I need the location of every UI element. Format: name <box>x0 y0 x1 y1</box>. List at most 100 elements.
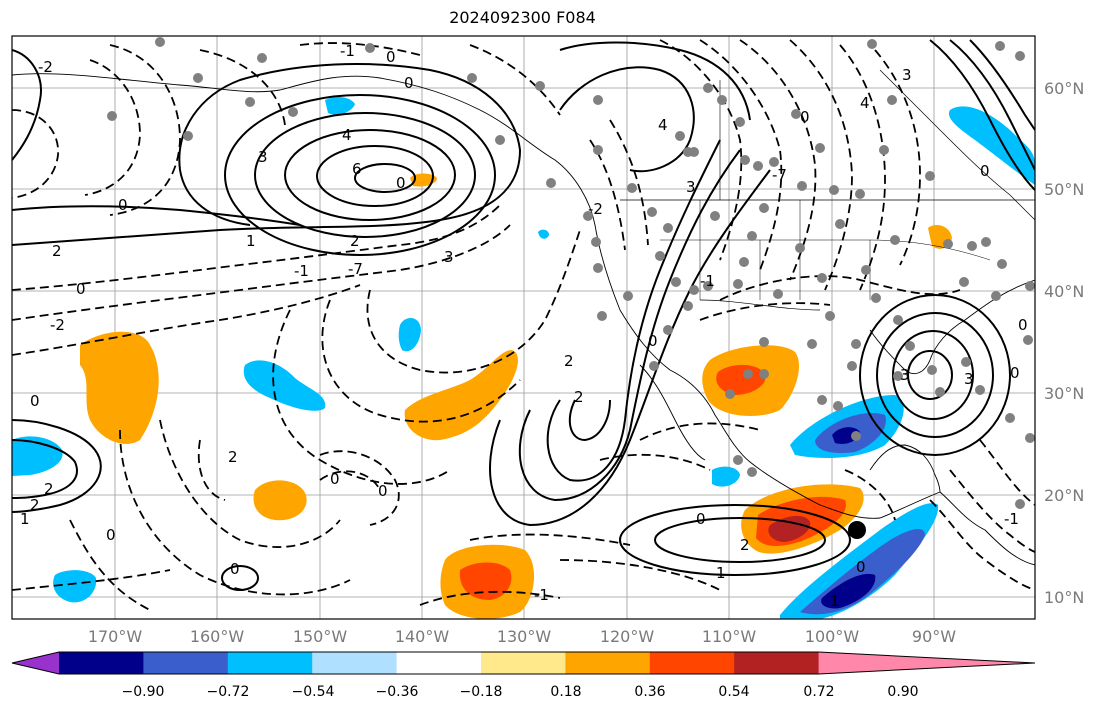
contour-label: 1 <box>716 564 726 582</box>
lon-label: 130°W <box>497 627 552 646</box>
mexico-contour-1 <box>619 504 851 576</box>
warm-area-west-pacific <box>80 331 159 444</box>
colorbar-outline <box>11 651 1036 675</box>
lon-label: 140°W <box>395 627 450 646</box>
warm-area-central-pacific <box>253 480 307 521</box>
canada-contour-1 <box>929 39 1035 191</box>
contour-label: 4 <box>342 126 352 144</box>
colorbar-segment <box>481 652 566 674</box>
colorbar-label: 0.54 <box>718 684 749 700</box>
colorbar-label: −0.18 <box>460 684 503 700</box>
warm-area-mexico-pacific-core <box>768 515 811 542</box>
lat-label: 10°N <box>1044 588 1084 607</box>
dashed-contours <box>12 39 1035 611</box>
contour-label: 2 <box>350 232 360 250</box>
lat-label: 50°N <box>1044 180 1084 199</box>
north-contour <box>559 41 751 121</box>
contour-label: 2 <box>52 242 62 260</box>
map-frame <box>11 35 1036 620</box>
map-background <box>12 36 1035 619</box>
colorbar-extend-high <box>818 652 1035 674</box>
cool-area-central-pacific <box>243 360 326 411</box>
colorbar-label: 0.72 <box>803 684 834 700</box>
lon-label: 90°W <box>912 627 956 646</box>
contour-label: 6 <box>352 160 362 178</box>
cool-area-gulf-of-alaska <box>325 96 355 115</box>
west-pacific-contour <box>12 419 102 513</box>
canada-contour-3 <box>969 39 1035 131</box>
contour-label: 4 <box>658 116 668 134</box>
map-title: 2024092300 F084 <box>449 8 596 27</box>
contour-label: -1 <box>294 262 309 280</box>
colorbar-segment <box>396 652 482 674</box>
colorbar-segment <box>143 652 229 674</box>
lon-label: 150°W <box>293 627 348 646</box>
highlight-point-marker <box>848 521 866 539</box>
contour-label: -7 <box>348 260 363 278</box>
station-markers <box>107 37 1035 509</box>
ridge-contour-5 <box>354 163 416 193</box>
lon-label: 100°W <box>805 627 860 646</box>
contour-labels: -2 0 2 0 -2 0 2 2 1 1 2 -1 -7 3 3 4 6 0 … <box>20 42 1028 610</box>
contour-label: 0 <box>800 108 810 126</box>
cool-area-hawaii <box>53 570 97 603</box>
contour-label: 2 <box>44 480 54 498</box>
colorbar-label: 0.36 <box>634 684 665 700</box>
colorbar-segment <box>59 652 144 674</box>
negative-anomaly-shading <box>12 96 1035 619</box>
colorbar-label: −0.36 <box>376 684 419 700</box>
mexico-contour-2 <box>654 517 826 563</box>
colorbar-segment <box>649 652 735 674</box>
longitude-labels: 170°W 160°W 150°W 140°W 130°W 120°W 110°… <box>88 627 956 646</box>
contour-label: 0 <box>330 470 340 488</box>
colorbar-labels: −0.90 −0.72 −0.54 −0.36 −0.18 0.18 0.36 … <box>122 684 919 700</box>
warm-area-aleutian <box>410 173 437 187</box>
contour-label: 2 <box>574 388 584 406</box>
colorbar-label: −0.90 <box>122 684 165 700</box>
lat-label: 20°N <box>1044 486 1084 505</box>
contour-label: 1 <box>246 232 256 250</box>
contour-label: 1 <box>20 510 30 528</box>
contour-label: 2 <box>30 496 40 514</box>
colorbar-segment <box>312 652 398 674</box>
ridge-contour-1 <box>224 94 496 256</box>
solid-contours <box>12 39 1035 591</box>
cool-area-canada <box>948 106 1035 185</box>
contour-label: 0 <box>378 482 388 500</box>
contour-label: 0 <box>856 558 866 576</box>
warm-area-subtropical <box>404 350 519 441</box>
contour-label: 0 <box>980 162 990 180</box>
lon-label: 160°W <box>190 627 245 646</box>
contour-label: 0 <box>648 332 658 350</box>
colorbar-label: −0.72 <box>207 684 250 700</box>
trough-contour-west <box>546 139 721 482</box>
contour-label: -1 <box>534 586 549 604</box>
colorbar-label: 0.90 <box>887 684 918 700</box>
contour-label: -1 <box>340 42 355 60</box>
contour-label: 3 <box>902 66 912 84</box>
contour-label: 3 <box>964 370 974 388</box>
contour-label: 0 <box>118 196 128 214</box>
contour-label: -1 <box>700 272 715 290</box>
contour-label: 0 <box>30 392 40 410</box>
warm-area-tropical-pacific-core <box>459 562 512 600</box>
trough-contour-west-2 <box>518 149 741 502</box>
contour-label: 3 <box>444 248 454 266</box>
anticyclone-east-3 <box>892 330 974 420</box>
contour-label: 0 <box>396 174 406 192</box>
ridge-contour-4 <box>316 145 434 207</box>
cool-area-baja <box>712 466 740 487</box>
contour-label: -7 <box>772 166 787 184</box>
contour-label: 0 <box>404 74 414 92</box>
colorbar-segment <box>565 652 651 674</box>
contour-label: 0 <box>106 526 116 544</box>
trough-contour-west-4 <box>568 399 611 442</box>
colorbar-segment <box>734 652 820 674</box>
colorbar-label: 0.18 <box>550 684 581 700</box>
anticyclone-east-2 <box>876 312 994 438</box>
colorbar-extend-low <box>12 652 59 674</box>
anticyclone-east <box>859 294 1011 456</box>
anticyclone-east-4 <box>907 350 953 400</box>
contour-label: 2 <box>228 448 238 466</box>
